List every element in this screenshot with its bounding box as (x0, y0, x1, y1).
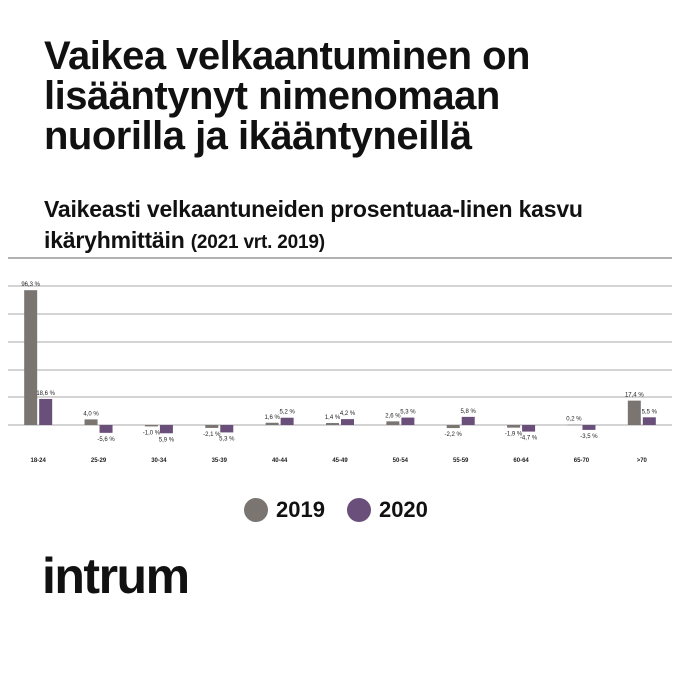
x-tick-label: 55-59 (453, 458, 469, 464)
data-label-2020-60-64: -4,7 % (520, 436, 538, 442)
x-tick-label: 50-54 (393, 458, 409, 464)
legend-label-2019: 2019 (276, 497, 325, 522)
data-label-2019-60-64: -1,9 % (505, 432, 523, 438)
data-label-2020-65-70: -3,5 % (580, 434, 598, 440)
data-label-2019-55-59: -2,2 % (445, 432, 463, 438)
bar-2019-55-59 (446, 425, 460, 429)
x-tick-label: 25-29 (91, 458, 107, 464)
data-label-2019-40-44: 1,6 % (264, 415, 280, 421)
bar-2020-60-64 (522, 425, 536, 432)
data-label-2019-45-49: 1,4 % (325, 415, 341, 421)
x-tick-label: >70 (637, 458, 648, 464)
data-label-2020-55-59: 5,8 % (461, 409, 477, 415)
bar-2019-35-39 (205, 425, 219, 428)
chart-subtitle: Vaikeasti velkaantuneiden prosentuaa-lin… (44, 194, 644, 258)
bar-2020->70 (642, 417, 656, 425)
bar-2019-45-49 (326, 423, 339, 425)
data-label-2020-18-24: 18,6 % (36, 391, 55, 397)
data-label-2020-45-49: 4,2 % (340, 411, 356, 417)
data-label-2019-35-39: -2,1 % (203, 432, 221, 438)
x-tick-label: 18-24 (31, 458, 47, 464)
legend-swatch-2020 (346, 498, 371, 522)
data-label-2020-30-34: 5,9 % (159, 437, 175, 443)
data-label-2019-65-70: 0,2 % (566, 417, 582, 423)
bar-2020-65-70 (582, 425, 596, 430)
x-tick-label: 40-44 (272, 458, 288, 464)
legend-label-2020: 2020 (378, 497, 428, 522)
data-label-2020-50-54: 5,3 % (400, 410, 416, 416)
data-label-2020-25-29: -5,6 % (97, 437, 115, 443)
intrum-logo: intrum (42, 548, 190, 604)
bar-2019-18-24 (24, 290, 38, 425)
x-tick-label: 60-64 (513, 458, 529, 464)
bar-2020-30-34 (159, 425, 173, 434)
bar-2020-35-39 (220, 425, 234, 433)
legend-swatch-2019 (244, 498, 268, 522)
data-label-2020-35-39: 5,3 % (219, 436, 235, 442)
bar-2019-50-54 (386, 421, 400, 425)
bar-2020-55-59 (461, 416, 475, 425)
data-label-2019-25-29: 4,0 % (83, 411, 99, 417)
data-label-2020-40-44: 5,2 % (279, 410, 295, 416)
data-label-2020->70: 5,5 % (642, 409, 658, 415)
data-label-2019-18-24: 96,3 % (21, 282, 40, 288)
bar-2020-45-49 (341, 419, 354, 425)
legend-item-2020: 2020 (346, 497, 428, 523)
subtitle-note: (2021 vrt. 2019) (190, 232, 325, 253)
bar-2019-30-34 (144, 425, 158, 427)
legend-item-2019: 2019 (244, 497, 325, 523)
data-label-2019-50-54: 2,6 % (385, 413, 401, 419)
bar-2020-25-29 (99, 425, 113, 433)
bar-2019-65-70 (567, 424, 581, 426)
bar-2019-25-29 (84, 419, 98, 425)
bar-2019->70 (627, 400, 641, 425)
bar-2020-50-54 (401, 417, 415, 425)
legend: 2019 2020 (244, 497, 450, 523)
data-label-2019-30-34: -1,0 % (143, 430, 161, 436)
bar-2020-40-44 (280, 417, 294, 425)
bar-2020-18-24 (39, 398, 53, 425)
x-tick-label: 45-49 (332, 458, 348, 464)
x-tick-label: 35-39 (212, 458, 228, 464)
x-tick-label: 65-70 (574, 458, 590, 464)
bar-2019-60-64 (507, 425, 521, 428)
data-label-2019->70: 17,4 % (625, 393, 644, 399)
bar-chart: 96,3 %18,6 %18-244,0 %-5,6 %25-29-1,0 %5… (8, 257, 672, 464)
bar-2019-40-44 (265, 422, 279, 425)
subtitle-main: Vaikeasti velkaantuneiden prosentuaa-lin… (44, 196, 583, 253)
chart-title: Vaikea velkaantuminen on lisääntynyt nim… (44, 34, 531, 158)
x-tick-label: 30-34 (151, 458, 167, 464)
